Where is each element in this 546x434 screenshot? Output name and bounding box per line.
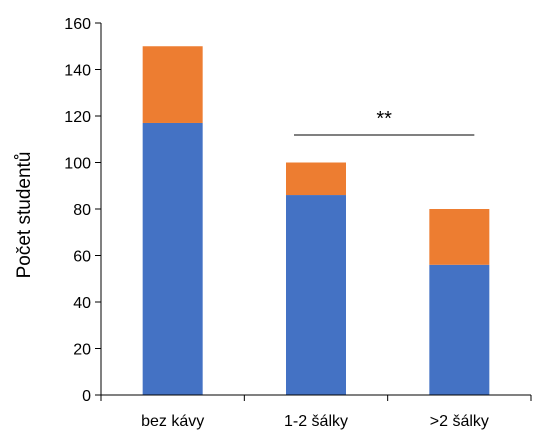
y-tick-label: 100 — [64, 156, 91, 173]
y-tick-label: 140 — [64, 63, 91, 80]
y-tick-label: 60 — [73, 249, 91, 266]
x-axis: bez kávy 1-2 šálky >2 šálky — [100, 394, 532, 430]
y-tick-label: 40 — [73, 295, 91, 312]
x-tick-label: bez kávy — [141, 413, 204, 430]
y-axis: 0 20 40 60 80 100 120 140 160 — [64, 16, 102, 405]
y-tick-label: 120 — [64, 109, 91, 126]
bar-segment-2-3 — [429, 209, 490, 265]
y-tick-label: 160 — [64, 16, 91, 33]
y-axis-title: Počet studentů — [14, 152, 35, 279]
significance-annotation: ** — [294, 108, 475, 136]
y-tick-label: 80 — [73, 202, 91, 219]
bar-segment-1-2 — [286, 195, 346, 395]
x-tick-label: 1-2 šálky — [284, 413, 348, 430]
significance-label: ** — [376, 108, 392, 130]
y-tick-label: 0 — [82, 388, 91, 405]
bar-segment-1-3 — [429, 264, 490, 395]
x-tick-label: >2 šálky — [430, 413, 489, 430]
bars — [142, 46, 490, 395]
y-tick-label: 20 — [73, 342, 91, 359]
bar-segment-2-2 — [286, 162, 346, 196]
bar-segment-2-1 — [142, 46, 203, 123]
bar-segment-1-1 — [142, 122, 203, 395]
